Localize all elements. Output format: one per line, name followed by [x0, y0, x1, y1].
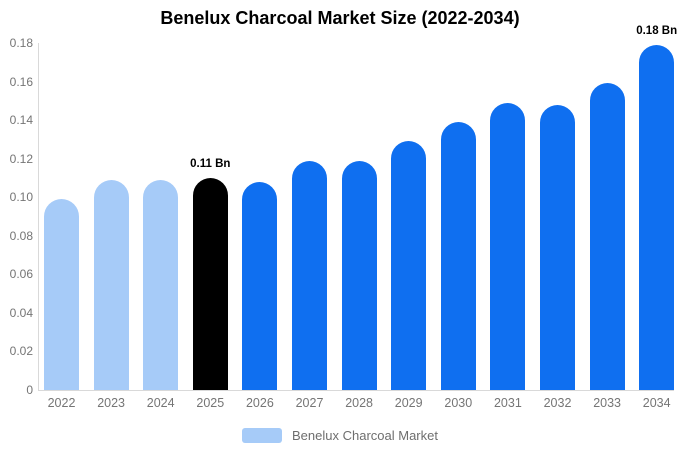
x-tick-label-2031: 2031	[493, 396, 522, 410]
x-tick-label-2023: 2023	[97, 396, 125, 410]
bar-2034[interactable]	[639, 44, 675, 390]
x-axis-line	[38, 390, 674, 391]
x-tick-label-2029: 2029	[394, 396, 423, 410]
bar-2032[interactable]	[540, 104, 575, 390]
bar-2023[interactable]	[93, 179, 129, 390]
x-tick-label-2032: 2032	[543, 396, 572, 410]
bar-value-label-2034: 0.18 Bn	[636, 24, 678, 37]
x-tick-label-2033: 2033	[593, 396, 621, 410]
legend-label: Benelux Charcoal Market	[292, 427, 438, 443]
bar-2024[interactable]	[143, 179, 179, 390]
bar-2029[interactable]	[391, 141, 427, 390]
bar-2028[interactable]	[341, 160, 377, 390]
y-tick-label-0.14: 0.14	[9, 113, 33, 128]
bar-2030[interactable]	[440, 122, 476, 390]
y-axis-line	[38, 43, 39, 390]
bar-2026[interactable]	[242, 181, 278, 390]
legend-swatch	[242, 427, 283, 443]
y-tick-label-0.02: 0.02	[9, 344, 33, 359]
y-tick-label-0.04: 0.04	[9, 305, 33, 320]
x-tick-label-2027: 2027	[295, 396, 324, 410]
bar-2025[interactable]	[192, 177, 228, 390]
bar-2027[interactable]	[292, 160, 327, 390]
x-tick-label-2026: 2026	[245, 396, 274, 410]
x-tick-label-2022: 2022	[47, 396, 76, 410]
x-tick-label-2028: 2028	[345, 396, 373, 410]
x-tick-label-2034: 2034	[642, 396, 671, 410]
y-tick-label-0.18: 0.18	[9, 36, 33, 50]
x-tick-label-2025: 2025	[196, 396, 225, 410]
x-tick-label-2030: 2030	[444, 396, 473, 410]
bar-2031[interactable]	[490, 102, 526, 390]
bar-value-label-2025: 0.11 Bn	[190, 157, 231, 170]
y-tick-label-0.08: 0.08	[9, 228, 33, 243]
legend-item[interactable]: Benelux Charcoal Market	[0, 426, 680, 444]
y-tick-label-0.06: 0.06	[9, 267, 33, 282]
x-tick-label-2024: 2024	[146, 396, 175, 410]
bar-2033[interactable]	[589, 83, 625, 390]
y-tick-label-0.12: 0.12	[9, 151, 33, 166]
y-tick-label-0: 0	[26, 383, 33, 397]
y-tick-label-0.10: 0.10	[9, 190, 33, 205]
y-tick-label-0.16: 0.16	[9, 74, 33, 89]
chart-title: Benelux Charcoal Market Size (2022-2034)	[160, 8, 520, 28]
bar-2022[interactable]	[44, 199, 79, 390]
